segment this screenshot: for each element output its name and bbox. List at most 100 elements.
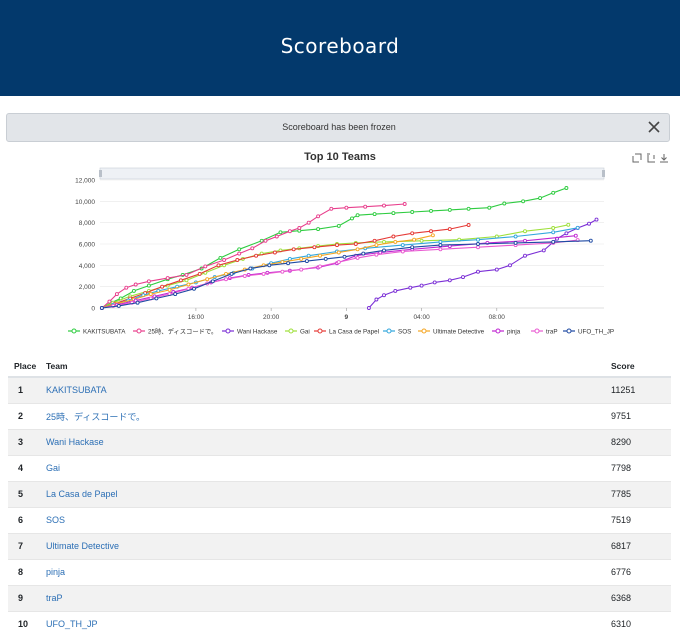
- data-point: [146, 279, 151, 284]
- legend-label[interactable]: KAKITSUBATA: [83, 328, 126, 335]
- row-score: 9751: [611, 402, 671, 429]
- data-point: [242, 274, 247, 278]
- x-tick-label: 16:00: [188, 314, 205, 321]
- data-point: [316, 227, 321, 232]
- restore-icon[interactable]: [646, 153, 656, 163]
- data-point: [551, 226, 556, 230]
- data-point: [254, 253, 259, 258]
- data-point: [197, 271, 202, 276]
- table-row: 2 25時、ディスコードで。 9751: [8, 402, 671, 429]
- team-link[interactable]: 25時、ディスコードで。: [46, 411, 146, 422]
- data-point: [594, 217, 599, 222]
- row-score: 8290: [611, 428, 671, 455]
- range-selector[interactable]: [99, 167, 605, 180]
- data-point: [363, 204, 368, 209]
- series-line: [101, 235, 576, 309]
- reset-zoom-icon[interactable]: [632, 153, 642, 163]
- table-row: 1 KAKITSUBATA 11251: [8, 376, 671, 403]
- legend-marker: [566, 328, 572, 334]
- data-point: [402, 202, 407, 206]
- data-point: [248, 266, 253, 271]
- row-place: 1: [8, 376, 46, 403]
- data-point: [267, 263, 272, 268]
- row-place: 7: [8, 532, 46, 559]
- table-row: 9 traP 6368: [8, 584, 671, 611]
- data-point: [361, 251, 366, 256]
- table-row: 8 pinja 6776: [8, 558, 671, 585]
- row-place: 9: [8, 584, 46, 611]
- data-point: [541, 248, 546, 253]
- data-point: [192, 286, 196, 291]
- data-point: [306, 253, 311, 258]
- team-link[interactable]: KAKITSUBATA: [46, 385, 107, 396]
- table-row: 10 UFO_TH_JP 6310: [8, 610, 671, 637]
- data-point: [318, 264, 322, 269]
- team-link[interactable]: SOS: [46, 515, 66, 525]
- legend-label[interactable]: traP: [546, 328, 558, 335]
- data-point: [538, 196, 543, 201]
- data-point: [374, 252, 379, 257]
- team-link[interactable]: Gai: [46, 463, 61, 473]
- data-point: [466, 223, 471, 227]
- close-icon[interactable]: [645, 118, 663, 136]
- legend-label[interactable]: pinja: [507, 328, 521, 335]
- data-point: [336, 250, 341, 255]
- data-point: [523, 238, 527, 243]
- data-point: [400, 249, 405, 254]
- team-link[interactable]: La Casa de Papel: [46, 489, 118, 499]
- team-link[interactable]: UFO_TH_JP: [46, 619, 98, 630]
- data-point: [167, 287, 172, 292]
- data-point: [124, 285, 129, 290]
- team-link[interactable]: pinja: [46, 567, 66, 577]
- data-point: [566, 222, 571, 227]
- page-header: Scoreboard: [0, 0, 680, 96]
- team-link[interactable]: Ultimate Detective: [46, 541, 120, 551]
- data-point: [297, 226, 302, 230]
- series-line: [368, 219, 597, 309]
- table-row: 4 Gai 7798: [8, 454, 671, 481]
- data-point: [173, 292, 178, 297]
- legend-label[interactable]: SOS: [398, 328, 411, 335]
- data-point: [336, 223, 341, 228]
- row-place: 2: [8, 402, 46, 429]
- legend-label[interactable]: Gai: [300, 328, 310, 335]
- data-point: [316, 214, 321, 219]
- team-link[interactable]: traP: [46, 593, 63, 603]
- data-point: [135, 300, 140, 305]
- data-point: [513, 240, 518, 245]
- data-point: [306, 220, 311, 225]
- data-point: [410, 231, 415, 236]
- download-icon[interactable]: [659, 153, 669, 163]
- legend-label[interactable]: 25時、ディスコードで。: [148, 326, 217, 335]
- data-point: [551, 239, 556, 244]
- legend-label[interactable]: Ultimate Detective: [433, 328, 485, 335]
- row-score: 7798: [611, 454, 671, 481]
- data-point: [508, 263, 512, 268]
- data-point: [344, 205, 349, 210]
- legend-label[interactable]: UFO_TH_JP: [578, 328, 614, 335]
- data-point: [146, 283, 151, 288]
- data-point: [114, 292, 119, 297]
- legend-marker: [288, 328, 294, 334]
- team-link[interactable]: Wani Hackase: [46, 437, 104, 447]
- legend-label[interactable]: La Casa de Papel: [329, 328, 379, 335]
- data-point: [355, 255, 360, 260]
- scoreboard-chart[interactable]: 0 2,000 4,000 6,000 8,000 10,000 12,000 16:00 20…: [0, 148, 680, 340]
- header-score: Score: [611, 355, 671, 378]
- data-point: [588, 238, 593, 243]
- data-point: [336, 260, 341, 265]
- range-handle-right: [602, 170, 605, 177]
- data-point: [429, 208, 433, 213]
- row-score: 6310: [611, 610, 671, 637]
- header-team: Team: [46, 355, 611, 378]
- table-row: 7 Ultimate Detective 6817: [8, 532, 671, 559]
- series-line: [101, 240, 591, 309]
- data-point: [160, 284, 165, 289]
- data-point: [287, 256, 292, 261]
- table-row: 3 Wani Hackase 8290: [8, 428, 671, 455]
- data-point: [222, 258, 227, 262]
- row-place: 3: [8, 428, 46, 455]
- legend-label[interactable]: Wani Hackase: [237, 328, 278, 335]
- chart-title: Top 10 Teams: [304, 151, 376, 163]
- scoreboard-table: Place Team Score 1 KAKITSUBATA 11251 2 2…: [8, 355, 671, 637]
